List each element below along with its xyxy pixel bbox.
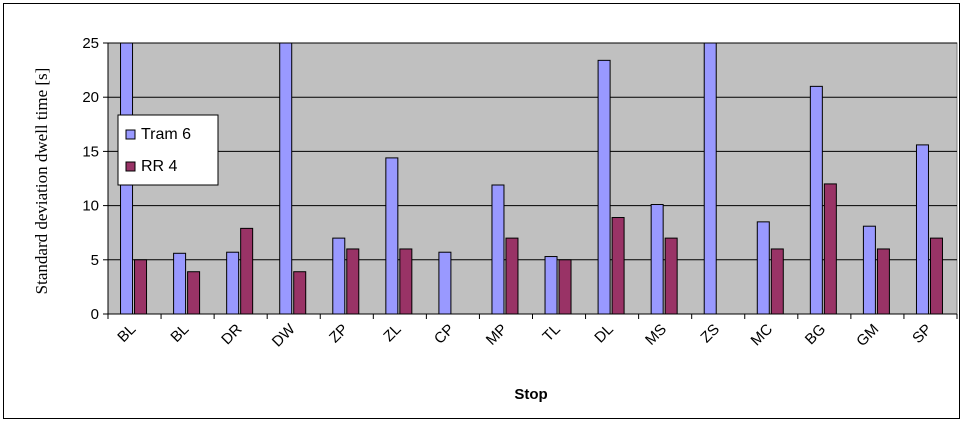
bar-tram-6: [385, 157, 399, 315]
bar-rr-4: [770, 248, 784, 315]
bar-rr-4: [929, 237, 943, 315]
y-tick-label: 0: [91, 306, 99, 323]
legend-label: RR 4: [141, 158, 178, 175]
x-tick-label: MC: [748, 321, 777, 350]
x-tick-label: ZL: [380, 321, 404, 345]
bar-tram-6: [173, 252, 187, 315]
x-tick-label: MS: [642, 321, 670, 349]
x-tick-label: TL: [539, 321, 563, 345]
bar-rr-4: [399, 248, 413, 315]
y-tick-label: 20: [82, 89, 99, 106]
x-tick-label: GM: [853, 321, 882, 350]
legend-label: Tram 6: [141, 126, 191, 143]
bar-tram-6: [544, 256, 558, 315]
bar-tram-6: [597, 59, 611, 315]
bar-tram-6: [862, 225, 876, 315]
bar-rr-4: [558, 259, 572, 315]
y-tick-label: 25: [82, 35, 99, 52]
bar-tram-6: [756, 221, 770, 315]
bar-rr-4: [664, 237, 678, 315]
bar-rr-4: [293, 271, 307, 315]
y-tick-label: 10: [82, 198, 99, 215]
bar-rr-4: [346, 248, 360, 315]
y-axis-label: Standard deviation dwell time [s]: [32, 68, 51, 295]
bar-tram-6: [809, 85, 823, 315]
bar-tram-6: [279, 42, 293, 315]
bar-tram-6: [332, 237, 346, 315]
bar-rr-4: [611, 217, 625, 315]
x-tick-label: DW: [269, 320, 299, 350]
bar-tram-6: [438, 251, 452, 315]
bar-tram-6: [915, 144, 929, 315]
legend-swatch: [125, 129, 136, 140]
x-tick-label: DL: [591, 321, 617, 347]
x-tick-label: BL: [167, 321, 192, 346]
bar-rr-4: [876, 248, 890, 315]
x-tick-label: MP: [483, 321, 511, 349]
x-axis-label: Stop: [514, 386, 547, 403]
bar-rr-4: [240, 227, 254, 315]
x-tick-label: ZS: [697, 321, 723, 347]
x-tick-label: SP: [909, 321, 935, 347]
bar-rr-4: [134, 259, 148, 315]
legend-box: [117, 114, 219, 186]
x-tick-label: BL: [114, 321, 139, 346]
y-tick-label: 15: [82, 143, 99, 160]
bar-rr-4: [187, 271, 201, 315]
legend: Tram 6 RR 4: [117, 114, 219, 186]
bar-tram-6: [650, 204, 664, 315]
x-tick-label: ZP: [326, 321, 352, 347]
bar-tram-6: [703, 42, 717, 315]
x-tick-label: CP: [431, 321, 458, 348]
x-tick-label: DR: [218, 321, 245, 348]
y-tick-label: 5: [91, 252, 99, 269]
legend-swatch: [125, 161, 136, 172]
bar-rr-4: [505, 237, 519, 315]
x-tick-label: BG: [802, 321, 829, 348]
bar-tram-6: [226, 251, 240, 315]
bar-tram-6: [491, 184, 505, 315]
bar-rr-4: [823, 183, 837, 315]
